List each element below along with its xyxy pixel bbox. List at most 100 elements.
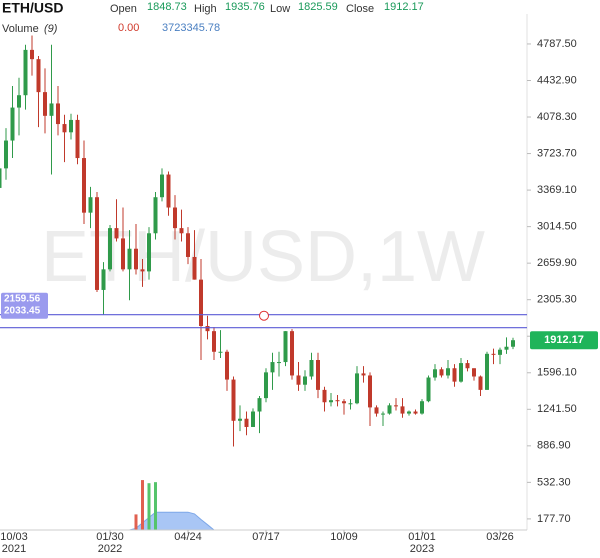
y-tick-label: 532.30 [537,476,571,488]
candle-body [283,331,288,363]
candle-body [485,353,489,390]
volume-label: Volume [2,23,39,35]
candle-body [446,368,450,376]
candle-body [127,248,132,270]
candle-body [452,368,457,382]
ohlc-value: 1912.17 [384,1,424,13]
x-tick-label: 01/01 [408,531,436,543]
candle-body [316,360,320,390]
candle-body [368,375,372,408]
candle-body [225,351,229,380]
candle-body [329,400,333,403]
candle-body [478,376,483,390]
candle-body [303,376,307,385]
candle-body [62,124,67,133]
y-tick-label: 1241.50 [537,403,577,415]
y-tick-label: 3369.10 [537,184,577,196]
candle-body [381,413,385,415]
candle-body [186,233,190,257]
last-price-tag [530,331,598,350]
symbol: ETH/USD [2,0,63,16]
volume-bar [147,483,151,530]
candle-body [121,238,125,270]
candle-body [309,360,314,377]
candle-body [277,362,281,364]
candle-body [101,269,106,290]
candle-body [17,95,21,108]
ohlc-label: High [194,3,217,15]
y-tick-label: 3723.70 [537,147,577,159]
y-tick-label: 4787.50 [537,38,577,50]
y-tick-label: 4432.90 [537,74,577,86]
candle-body [153,197,158,234]
y-tick-label: 1596.10 [537,367,577,379]
x-year-label: 2023 [410,543,434,555]
x-year-label: 2022 [98,543,122,555]
candle-body [173,207,177,229]
candle-body [147,233,151,272]
candle-body [49,103,54,116]
candle-body [322,389,327,403]
candle-body [56,103,60,125]
candle-body [511,340,515,347]
candle-body [238,418,242,421]
candle-body [82,158,86,213]
candle-body [43,92,47,116]
hline-label: 2033.45 [4,305,41,316]
candle-body [498,349,502,355]
hline-label-box [1,292,48,319]
x-tick-label: 10/09 [330,531,358,543]
candle-body [465,363,470,369]
candle-body [114,228,119,239]
header: ETH/USD Open 1848.73 High 1935.76 Low 18… [2,0,424,35]
candle-body [134,248,138,270]
candle-body [36,59,41,93]
candle-body [251,411,255,427]
candle-body [30,49,34,60]
x-tick-label: 10/03 [0,531,28,543]
candle-body [166,174,171,208]
x-tick-label: 03/26 [486,531,514,543]
candle-body [400,406,405,414]
y-tick-label: 2305.30 [537,294,577,306]
volume-ma-area [0,511,513,531]
candle-body [407,411,411,414]
candle-body [420,401,424,414]
y-tick-label: 177.70 [537,513,571,525]
candle-body [23,49,28,96]
volume-bar [134,514,138,530]
candle-body [95,197,99,290]
candle-body [88,197,93,213]
candle-body [335,400,340,402]
candle-body [355,373,359,404]
candle-body [348,403,353,405]
candle-body [459,363,463,382]
candle-body [270,362,275,373]
volume-bar [154,482,157,530]
y-tick-label: 4078.30 [537,111,577,123]
ohlc-label: Low [270,3,290,15]
candle-body [192,256,197,280]
candle-body [231,379,236,421]
candle-body [374,407,379,414]
y-tick-label: 3014.50 [537,221,577,233]
candle-body [387,405,392,414]
candle-body [491,353,496,355]
ohlc-label: Open [110,3,137,15]
x-tick-label: 07/17 [252,531,280,543]
y-tick-label: 886.90 [537,440,571,452]
volume-ma-readout: 3723345.78 [162,22,220,34]
ohlc-value: 1825.59 [298,1,338,13]
volume-period: (9) [44,23,58,35]
y-tick-label: 2659.90 [537,257,577,269]
candle-body [472,368,476,377]
x-tick-label: 01/30 [96,531,124,543]
x-year-label: 2021 [2,543,26,555]
candle-body [4,140,8,169]
candle-body [257,398,262,412]
candle-body [296,375,301,385]
candle-body [108,228,112,270]
candle-body [264,372,268,399]
candle-body [504,346,509,350]
